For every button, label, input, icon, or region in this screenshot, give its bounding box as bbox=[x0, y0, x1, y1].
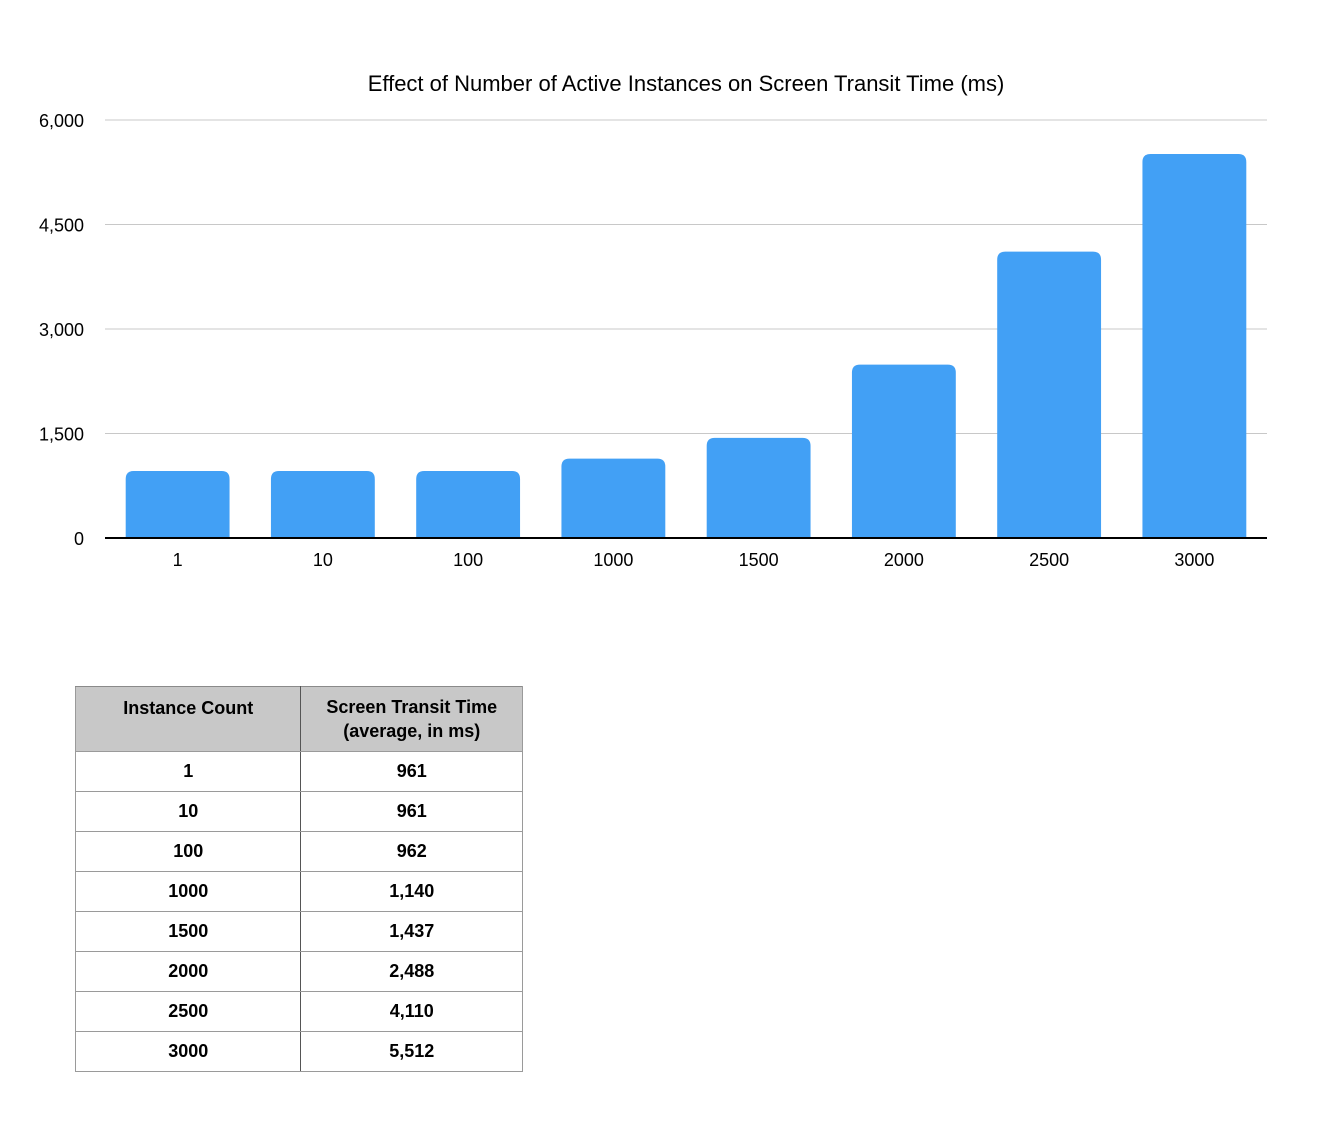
cell-transit-time: 2,488 bbox=[300, 951, 523, 992]
bar-chart: Effect of Number of Active Instances on … bbox=[39, 71, 1267, 570]
header-transit-line2: (average, in ms) bbox=[343, 721, 481, 741]
cell-transit-time: 961 bbox=[300, 791, 523, 832]
y-axis-tick-labels: 0 1,500 3,000 4,500 6,000 bbox=[39, 111, 84, 549]
bar-1000 bbox=[561, 458, 666, 538]
table-row: 10 961 bbox=[74, 791, 523, 832]
bar-10 bbox=[270, 471, 375, 538]
table-row: 100 962 bbox=[74, 831, 523, 872]
cell-instance-count: 2000 bbox=[74, 951, 302, 992]
cell-instance-count: 1 bbox=[74, 751, 302, 792]
table-row: 1000 1,140 bbox=[74, 871, 523, 912]
x-axis-tick-labels: 1 10 100 1000 1500 2000 2500 3000 bbox=[173, 550, 1215, 570]
x-tick-label: 1000 bbox=[593, 550, 633, 570]
cell-instance-count: 3000 bbox=[74, 1031, 302, 1072]
header-screen-transit-time: Screen Transit Time (average, in ms) bbox=[300, 686, 523, 752]
cell-transit-time: 4,110 bbox=[300, 991, 523, 1032]
header-transit-line1: Screen Transit Time bbox=[326, 697, 498, 717]
bar-2500 bbox=[997, 251, 1102, 539]
cell-instance-count: 2500 bbox=[74, 991, 302, 1032]
x-tick-label: 1500 bbox=[739, 550, 779, 570]
y-tick-label: 0 bbox=[74, 529, 84, 549]
cell-instance-count: 1500 bbox=[74, 911, 302, 952]
cell-instance-count: 10 bbox=[74, 791, 302, 832]
table-row: 3000 5,512 bbox=[74, 1031, 523, 1072]
cell-transit-time: 961 bbox=[300, 751, 523, 792]
y-tick-label: 4,500 bbox=[39, 216, 84, 236]
y-tick-label: 3,000 bbox=[39, 320, 84, 340]
cell-transit-time: 5,512 bbox=[300, 1031, 523, 1072]
cell-transit-time: 1,437 bbox=[300, 911, 523, 952]
cell-instance-count: 1000 bbox=[74, 871, 302, 912]
cell-instance-count: 100 bbox=[74, 831, 302, 872]
bars bbox=[125, 153, 1247, 539]
data-table: Instance Count Screen Transit Time (aver… bbox=[74, 686, 523, 1072]
x-tick-label: 2500 bbox=[1029, 550, 1069, 570]
table-row: 1 961 bbox=[74, 751, 523, 792]
chart-title: Effect of Number of Active Instances on … bbox=[368, 71, 1005, 96]
x-tick-label: 1 bbox=[173, 550, 183, 570]
y-tick-label: 6,000 bbox=[39, 111, 84, 131]
table-row: 1500 1,437 bbox=[74, 911, 523, 952]
bar-2000 bbox=[851, 364, 956, 538]
cell-transit-time: 962 bbox=[300, 831, 523, 872]
bar-100 bbox=[416, 470, 521, 538]
bar-3000 bbox=[1142, 153, 1247, 539]
x-tick-label: 2000 bbox=[884, 550, 924, 570]
header-instance-count: Instance Count bbox=[74, 686, 302, 752]
table-row: 2500 4,110 bbox=[74, 991, 523, 1032]
table-header-row: Instance Count Screen Transit Time (aver… bbox=[74, 686, 523, 752]
x-tick-label: 100 bbox=[453, 550, 483, 570]
cell-transit-time: 1,140 bbox=[300, 871, 523, 912]
bar-1500 bbox=[706, 437, 811, 538]
x-tick-label: 10 bbox=[313, 550, 333, 570]
table-row: 2000 2,488 bbox=[74, 951, 523, 992]
y-tick-label: 1,500 bbox=[39, 425, 84, 445]
bar-1 bbox=[125, 471, 230, 538]
x-tick-label: 3000 bbox=[1174, 550, 1214, 570]
